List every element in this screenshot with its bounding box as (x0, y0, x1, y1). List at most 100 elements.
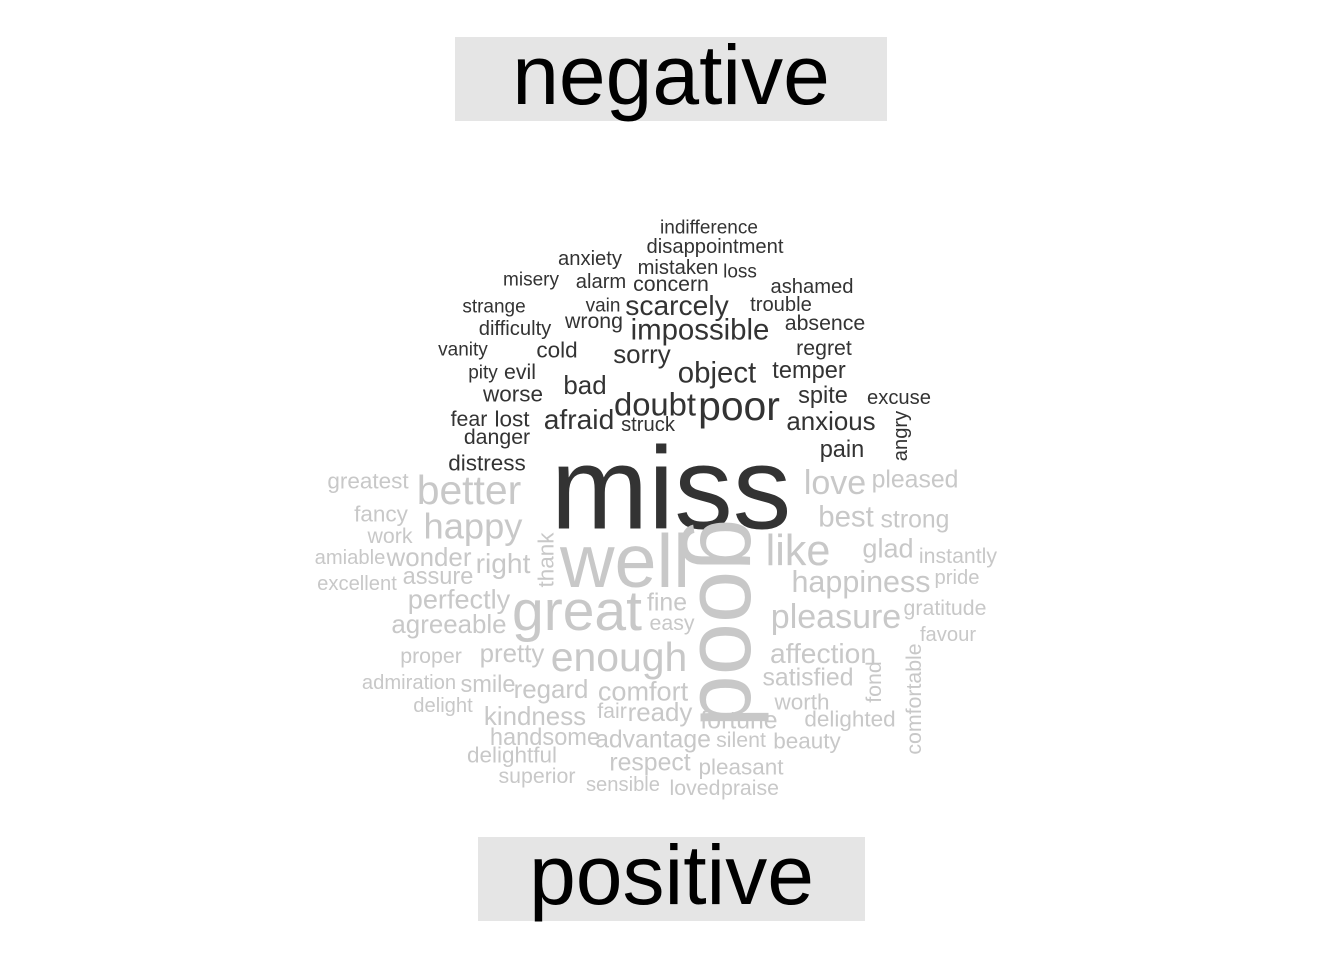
word-worse: worse (482, 382, 543, 407)
word-regret: regret (796, 336, 852, 360)
word-silent: silent (716, 728, 766, 752)
negative-group-label: negative (455, 33, 887, 121)
word-glad: glad (862, 533, 913, 564)
word-happy: happy (424, 506, 524, 547)
word-miss: miss (551, 423, 791, 554)
word-fond: fond (862, 661, 886, 702)
word-vanity: vanity (438, 340, 488, 361)
word-evil: evil (504, 360, 536, 384)
word-misery: misery (503, 270, 559, 291)
word-angry: angry (890, 410, 912, 461)
word-absence: absence (785, 311, 866, 335)
word-pleasure: pleasure (771, 598, 901, 636)
word-impossible: impossible (631, 314, 770, 347)
word-love: love (804, 464, 866, 502)
word-assure: assure (403, 564, 474, 590)
word-delighted: delighted (804, 707, 895, 732)
word-ready: ready (628, 699, 693, 727)
word-fine: fine (647, 590, 687, 617)
word-best: best (818, 501, 874, 534)
word-agreeable: agreeable (391, 611, 506, 639)
word-right: right (476, 547, 531, 579)
word-affection: affection (770, 637, 876, 669)
word-lost: lost (494, 407, 530, 432)
word-excuse: excuse (867, 387, 931, 409)
word-worth: worth (773, 690, 829, 715)
word-bad: bad (563, 372, 606, 400)
word-loved: loved (670, 776, 721, 800)
word-distress: distress (448, 451, 526, 476)
word-pity: pity (468, 363, 498, 384)
word-pretty: pretty (480, 640, 545, 668)
word-handsome: handsome (490, 725, 600, 751)
word-strong: strong (881, 507, 950, 534)
word-favour: favour (920, 624, 976, 646)
word-struck: struck (621, 414, 676, 436)
word-alarm: alarm (576, 271, 626, 293)
word-sensible: sensible (586, 774, 660, 796)
word-fortune: fortune (700, 708, 777, 735)
word-delight: delight (413, 695, 473, 717)
word-pride: pride (935, 567, 980, 589)
word-doubt: doubt (614, 386, 696, 423)
word-afraid: afraid (544, 403, 615, 435)
word-disappointment: disappointment (647, 236, 784, 258)
word-danger: danger (464, 425, 530, 449)
word-indifference: indifference (660, 218, 758, 239)
word-superior: superior (499, 764, 576, 788)
word-beauty: beauty (773, 729, 841, 754)
word-trouble: trouble (750, 294, 812, 316)
word-wonder: wonder (386, 544, 472, 572)
word-admiration: admiration (362, 672, 456, 694)
word-comfort: comfort (598, 676, 689, 707)
word-pain: pain (820, 437, 865, 463)
word-amiable: amiable (315, 547, 386, 569)
word-concern: concern (633, 272, 709, 296)
word-respect: respect (609, 750, 690, 777)
word-regard: regard (514, 676, 589, 704)
word-fear: fear (451, 407, 488, 431)
word-vain: vain (586, 296, 621, 317)
word-like: like (766, 527, 831, 575)
word-advantage: advantage (595, 727, 711, 754)
word-thank: thank (534, 532, 559, 588)
word-scarcely: scarcely (625, 289, 729, 321)
word-object: object (678, 357, 756, 390)
word-praise: praise (721, 776, 779, 800)
word-anxiety: anxiety (558, 248, 623, 270)
word-smile: smile (460, 672, 515, 698)
word-good: good (681, 519, 786, 728)
word-pleased: pleased (872, 467, 959, 494)
word-excellent: excellent (317, 573, 397, 595)
word-happiness: happiness (791, 565, 930, 599)
word-cold: cold (536, 338, 577, 363)
word-easy: easy (650, 611, 695, 635)
word-greatest: greatest (327, 469, 409, 494)
word-well: well (559, 519, 690, 603)
word-gratitude: gratitude (904, 596, 987, 620)
word-proper: proper (400, 644, 462, 668)
word-delightful: delightful (467, 743, 557, 768)
word-instantly: instantly (919, 544, 997, 568)
word-fair: fair (597, 699, 627, 723)
word-temper: temper (772, 358, 846, 384)
word-great: great (512, 579, 642, 643)
word-anxious: anxious (786, 408, 875, 436)
word-ashamed: ashamed (770, 276, 853, 298)
word-kindness: kindness (484, 703, 586, 731)
word-loss: loss (723, 262, 757, 283)
word-wrong: wrong (564, 309, 623, 333)
word-difficulty: difficulty (479, 318, 552, 340)
word-work: work (367, 524, 413, 548)
word-perfectly: perfectly (408, 584, 511, 615)
word-satisfied: satisfied (763, 665, 854, 692)
word-strange: strange (462, 297, 525, 318)
word-fancy: fancy (354, 502, 409, 527)
word-mistaken: mistaken (638, 257, 719, 279)
word-better: better (417, 467, 522, 513)
word-enough: enough (551, 634, 687, 680)
word-poor: poor (698, 383, 780, 429)
